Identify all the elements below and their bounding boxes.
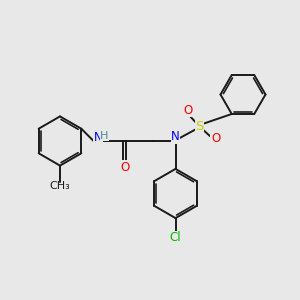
Text: O: O xyxy=(184,104,193,117)
Text: H: H xyxy=(100,130,109,141)
Text: O: O xyxy=(211,131,220,145)
Text: S: S xyxy=(195,120,204,133)
Text: N: N xyxy=(94,131,103,144)
Text: O: O xyxy=(120,161,129,174)
Text: Cl: Cl xyxy=(170,231,181,244)
Text: CH₃: CH₃ xyxy=(50,181,70,191)
Text: N: N xyxy=(171,130,180,143)
